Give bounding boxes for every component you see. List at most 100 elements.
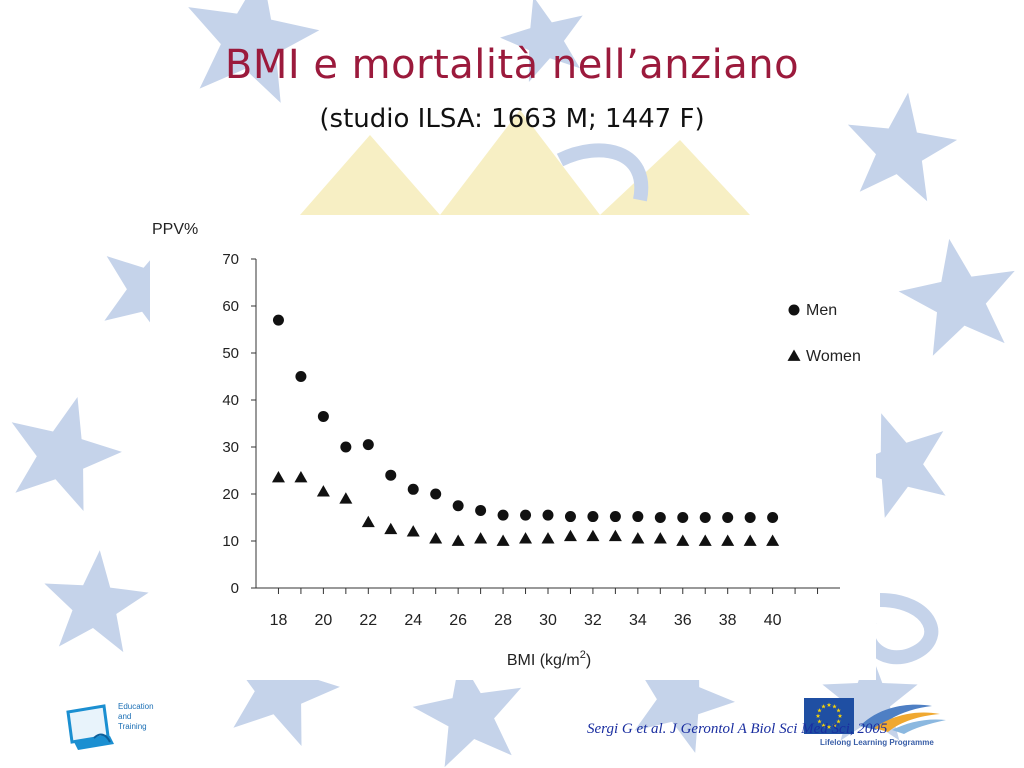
women-data-point xyxy=(541,532,555,544)
background-shape xyxy=(556,143,649,202)
women-data-point xyxy=(743,534,757,546)
x-tick-label: 18 xyxy=(270,612,288,629)
men-data-point xyxy=(295,371,307,382)
men-data-point xyxy=(407,483,419,495)
star-decoration xyxy=(822,650,918,741)
star-decoration xyxy=(11,397,122,511)
women-data-point xyxy=(429,532,443,544)
star-decoration xyxy=(229,632,340,746)
x-tick-label: 20 xyxy=(314,612,332,629)
education-training-logo: Education and Training xyxy=(64,700,164,752)
women-data-point xyxy=(361,515,375,528)
women-data-point xyxy=(608,529,622,542)
men-data-point xyxy=(632,511,644,523)
eu-star-icon xyxy=(826,702,832,707)
star-decoration xyxy=(847,92,958,202)
men-data-point xyxy=(340,441,352,453)
star-decoration xyxy=(500,0,583,82)
star-decoration xyxy=(898,238,1015,356)
x-tick-label: 24 xyxy=(404,612,422,629)
x-tick-label: 38 xyxy=(719,612,737,629)
women-data-point xyxy=(766,534,780,546)
logo-text-line: Training xyxy=(118,722,147,731)
x-tick-label: 36 xyxy=(674,612,692,629)
x-tick-label: 30 xyxy=(539,612,557,629)
women-data-point xyxy=(721,534,735,546)
women-data-point xyxy=(496,534,510,546)
x-tick-label: 26 xyxy=(449,612,467,629)
star-decoration xyxy=(188,0,320,103)
women-data-point xyxy=(451,534,465,546)
citation-text: Sergi G et al. J Gerontol A Biol Sci Med… xyxy=(587,721,888,737)
men-data-point xyxy=(654,512,666,523)
y-tick-label: 60 xyxy=(222,298,239,315)
eu-star-icon xyxy=(837,713,843,718)
star-decoration xyxy=(412,657,522,768)
men-data-point xyxy=(497,509,509,521)
women-data-point xyxy=(653,532,667,544)
women-data-point xyxy=(519,532,533,544)
scatter-chart: 0 10 20 30 40 50 60 70 18 20 22 24 26 28 30 32 34 36 38 40 P… xyxy=(152,221,861,669)
men-data-point xyxy=(767,512,779,523)
women-data-point xyxy=(631,532,645,544)
x-tick-label: 32 xyxy=(584,612,602,629)
men-data-point xyxy=(699,512,711,523)
x-tick-label: 34 xyxy=(629,612,647,629)
women-data-point xyxy=(384,522,398,535)
eu-star-icon xyxy=(821,723,826,728)
men-data-point xyxy=(475,504,487,516)
legend-label: Women xyxy=(806,348,861,365)
eu-flag-icon xyxy=(804,698,946,734)
background-shape xyxy=(860,593,939,665)
legend-label: Men xyxy=(806,302,837,319)
eu-star-icon xyxy=(832,704,837,709)
men-data-point xyxy=(385,469,397,481)
men-data-point xyxy=(609,511,621,523)
y-tick-label: 30 xyxy=(222,439,239,456)
x-axis-label: BMI (kg/m2) xyxy=(507,649,591,669)
men-data-point xyxy=(677,512,689,523)
men-data-point xyxy=(520,509,532,521)
star-decoration xyxy=(44,550,149,653)
women-data-point xyxy=(271,471,285,483)
eu-star-icon xyxy=(817,719,822,724)
x-tick-label: 22 xyxy=(359,612,377,629)
chart-panel: 0 10 20 30 40 50 60 70 18 20 22 24 26 28 30 32 34 36 38 40 P… xyxy=(150,218,876,680)
women-data-point xyxy=(563,529,577,542)
background-shape xyxy=(440,110,600,215)
men-data-point xyxy=(542,509,554,521)
x-tick-label: 40 xyxy=(764,612,782,629)
eu-star-icon xyxy=(832,723,837,728)
y-tick-label: 10 xyxy=(222,533,239,550)
lifelong-learning-text: Lifelong Learning Programme xyxy=(820,738,934,747)
women-data-point xyxy=(586,529,600,542)
women-data-point xyxy=(294,471,308,483)
y-axis-label: PPV% xyxy=(152,221,198,238)
slide-title: BMI e mortalità nell’anziano xyxy=(224,42,800,88)
y-tick-label: 40 xyxy=(222,392,239,409)
men-data-point xyxy=(722,512,734,523)
eu-star-icon xyxy=(815,713,821,718)
computer-icon xyxy=(66,704,114,750)
men-data-point xyxy=(564,511,576,523)
logo-text-line: Education xyxy=(118,702,154,711)
background-shape xyxy=(300,135,440,215)
men-data-point xyxy=(430,488,442,500)
lifelong-learning-logo: Lifelong Learning Programme xyxy=(800,696,960,752)
women-data-point xyxy=(339,492,353,504)
eu-star-icon xyxy=(836,719,841,724)
women-data-point xyxy=(676,534,690,546)
eu-star-icon xyxy=(817,708,822,713)
women-data-point xyxy=(474,532,488,544)
women-data-point xyxy=(698,534,712,546)
men-data-point xyxy=(587,511,599,523)
men-data-point xyxy=(452,500,464,512)
star-decoration xyxy=(845,413,946,518)
men-data-point xyxy=(362,439,374,451)
legend-marker-men xyxy=(788,304,800,316)
eu-star-icon xyxy=(821,704,826,709)
eu-star-icon xyxy=(826,724,832,729)
legend-marker-women xyxy=(787,349,801,361)
x-tick-label: 28 xyxy=(494,612,512,629)
